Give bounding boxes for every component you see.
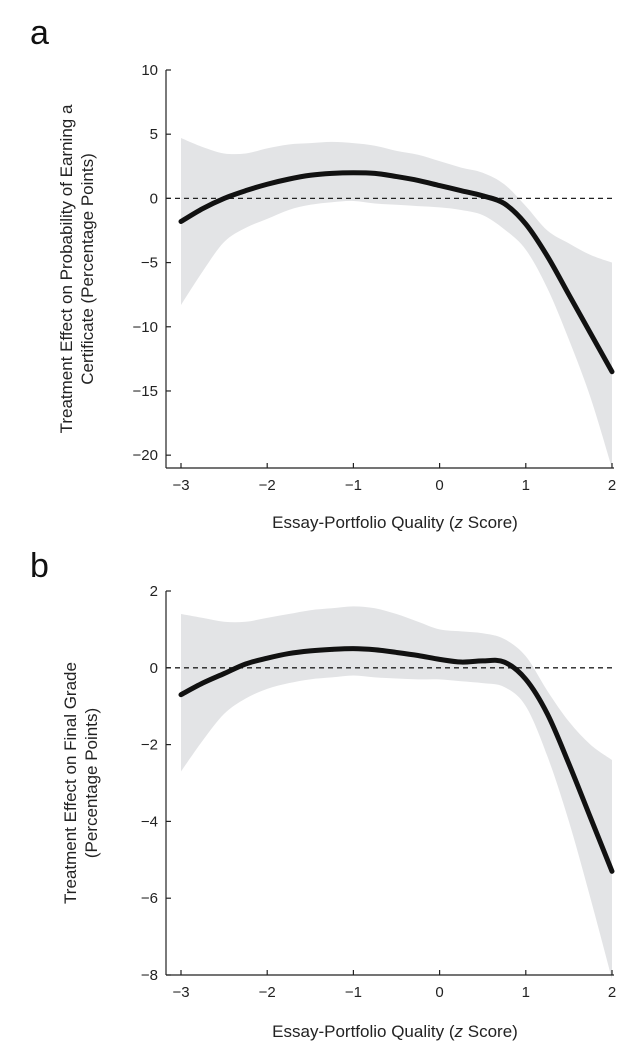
y-tick-label: 0: [150, 660, 158, 677]
y-tick-label: −8: [141, 967, 158, 984]
y-axis-label: Treatment Effect on Final Grade (Percenta…: [61, 662, 101, 904]
y-tick-label: −15: [133, 383, 158, 400]
x-axis-label: Essay-Portfolio Quality (z Score): [272, 513, 518, 532]
x-tick-label: −1: [345, 984, 362, 1001]
panel-b-chart: b 2 0 −2 −4 −6 −8 −3 −2 −1 0 1 2 Essay-Portfolio Qual…: [30, 547, 616, 1041]
x-tick-label: −2: [259, 984, 276, 1001]
x-tick-label: 1: [522, 984, 530, 1001]
y-tick-label: −20: [133, 447, 158, 464]
x-tick-label: −1: [345, 477, 362, 494]
confidence-band: [181, 138, 612, 469]
y-tick-label: 5: [150, 126, 158, 143]
treatment-effect-line: [178, 170, 615, 375]
y-tick-label: −4: [141, 813, 158, 830]
panel-label: a: [30, 14, 49, 52]
x-tick-label: 2: [608, 477, 616, 494]
y-tick-label: −10: [133, 319, 158, 336]
x-tick-label: −2: [259, 477, 276, 494]
x-tick-label: −3: [172, 984, 189, 1001]
y-tick-label: −5: [141, 255, 158, 272]
y-tick-label: −2: [141, 737, 158, 754]
x-axis-label: Essay-Portfolio Quality (z Score): [272, 1022, 518, 1041]
y-tick-label: −6: [141, 890, 158, 907]
y-tick-label: 0: [150, 190, 158, 207]
x-tick-label: 0: [435, 984, 443, 1001]
y-tick-label: 10: [141, 62, 158, 79]
confidence-band: [181, 606, 612, 979]
y-axis-label: Treatment Effect on Probability of Earni…: [57, 104, 97, 433]
x-tick-label: 0: [435, 477, 443, 494]
x-tick-label: 2: [608, 984, 616, 1001]
x-tick-label: 1: [522, 477, 530, 494]
y-tick-label: 2: [150, 583, 158, 600]
treatment-effect-line: [178, 646, 615, 874]
panel-label: b: [30, 547, 49, 585]
x-tick-label: −3: [172, 477, 189, 494]
